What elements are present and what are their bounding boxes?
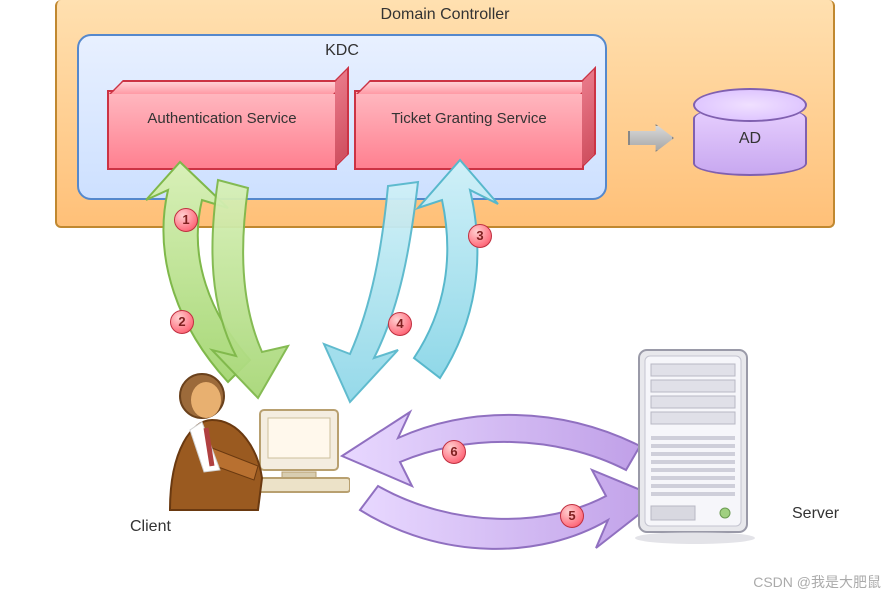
client-label: Client <box>130 518 171 536</box>
server-icon <box>625 340 775 545</box>
kdc-to-ad-arrow-icon <box>628 124 674 152</box>
arrow-6 <box>342 412 640 486</box>
arrow-5 <box>360 470 660 549</box>
kdc-title: KDC <box>79 36 605 60</box>
kdc-box: KDC Authentication Service Ticket Granti… <box>77 34 607 200</box>
server-label: Server <box>792 505 839 523</box>
step-badge-6: 6 <box>442 440 466 464</box>
step-badge-3: 3 <box>468 224 492 248</box>
step-badge-5: 5 <box>560 504 584 528</box>
step-badge-4: 4 <box>388 312 412 336</box>
authentication-service-label: Authentication Service <box>147 110 296 127</box>
ad-label: AD <box>695 130 805 148</box>
domain-controller-title: Domain Controller <box>57 0 833 24</box>
ticket-granting-service-label: Ticket Granting Service <box>391 110 546 127</box>
ticket-granting-service-box: Ticket Granting Service <box>354 90 584 170</box>
ad-database-icon: AD <box>693 106 807 176</box>
step-badge-2: 2 <box>170 310 194 334</box>
watermark-text: CSDN @我是大肥鼠 <box>753 572 881 592</box>
step-badge-1: 1 <box>174 208 198 232</box>
domain-controller-box: Domain Controller KDC Authentication Ser… <box>55 0 835 228</box>
authentication-service-box: Authentication Service <box>107 90 337 170</box>
client-icon <box>150 360 350 535</box>
